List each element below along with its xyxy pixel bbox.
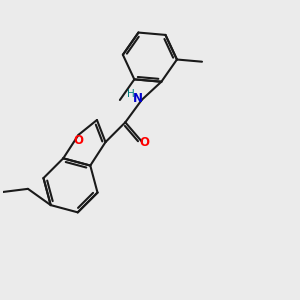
Text: N: N — [133, 92, 143, 105]
Text: O: O — [140, 136, 150, 149]
Text: H: H — [127, 89, 134, 100]
Text: O: O — [74, 134, 83, 147]
